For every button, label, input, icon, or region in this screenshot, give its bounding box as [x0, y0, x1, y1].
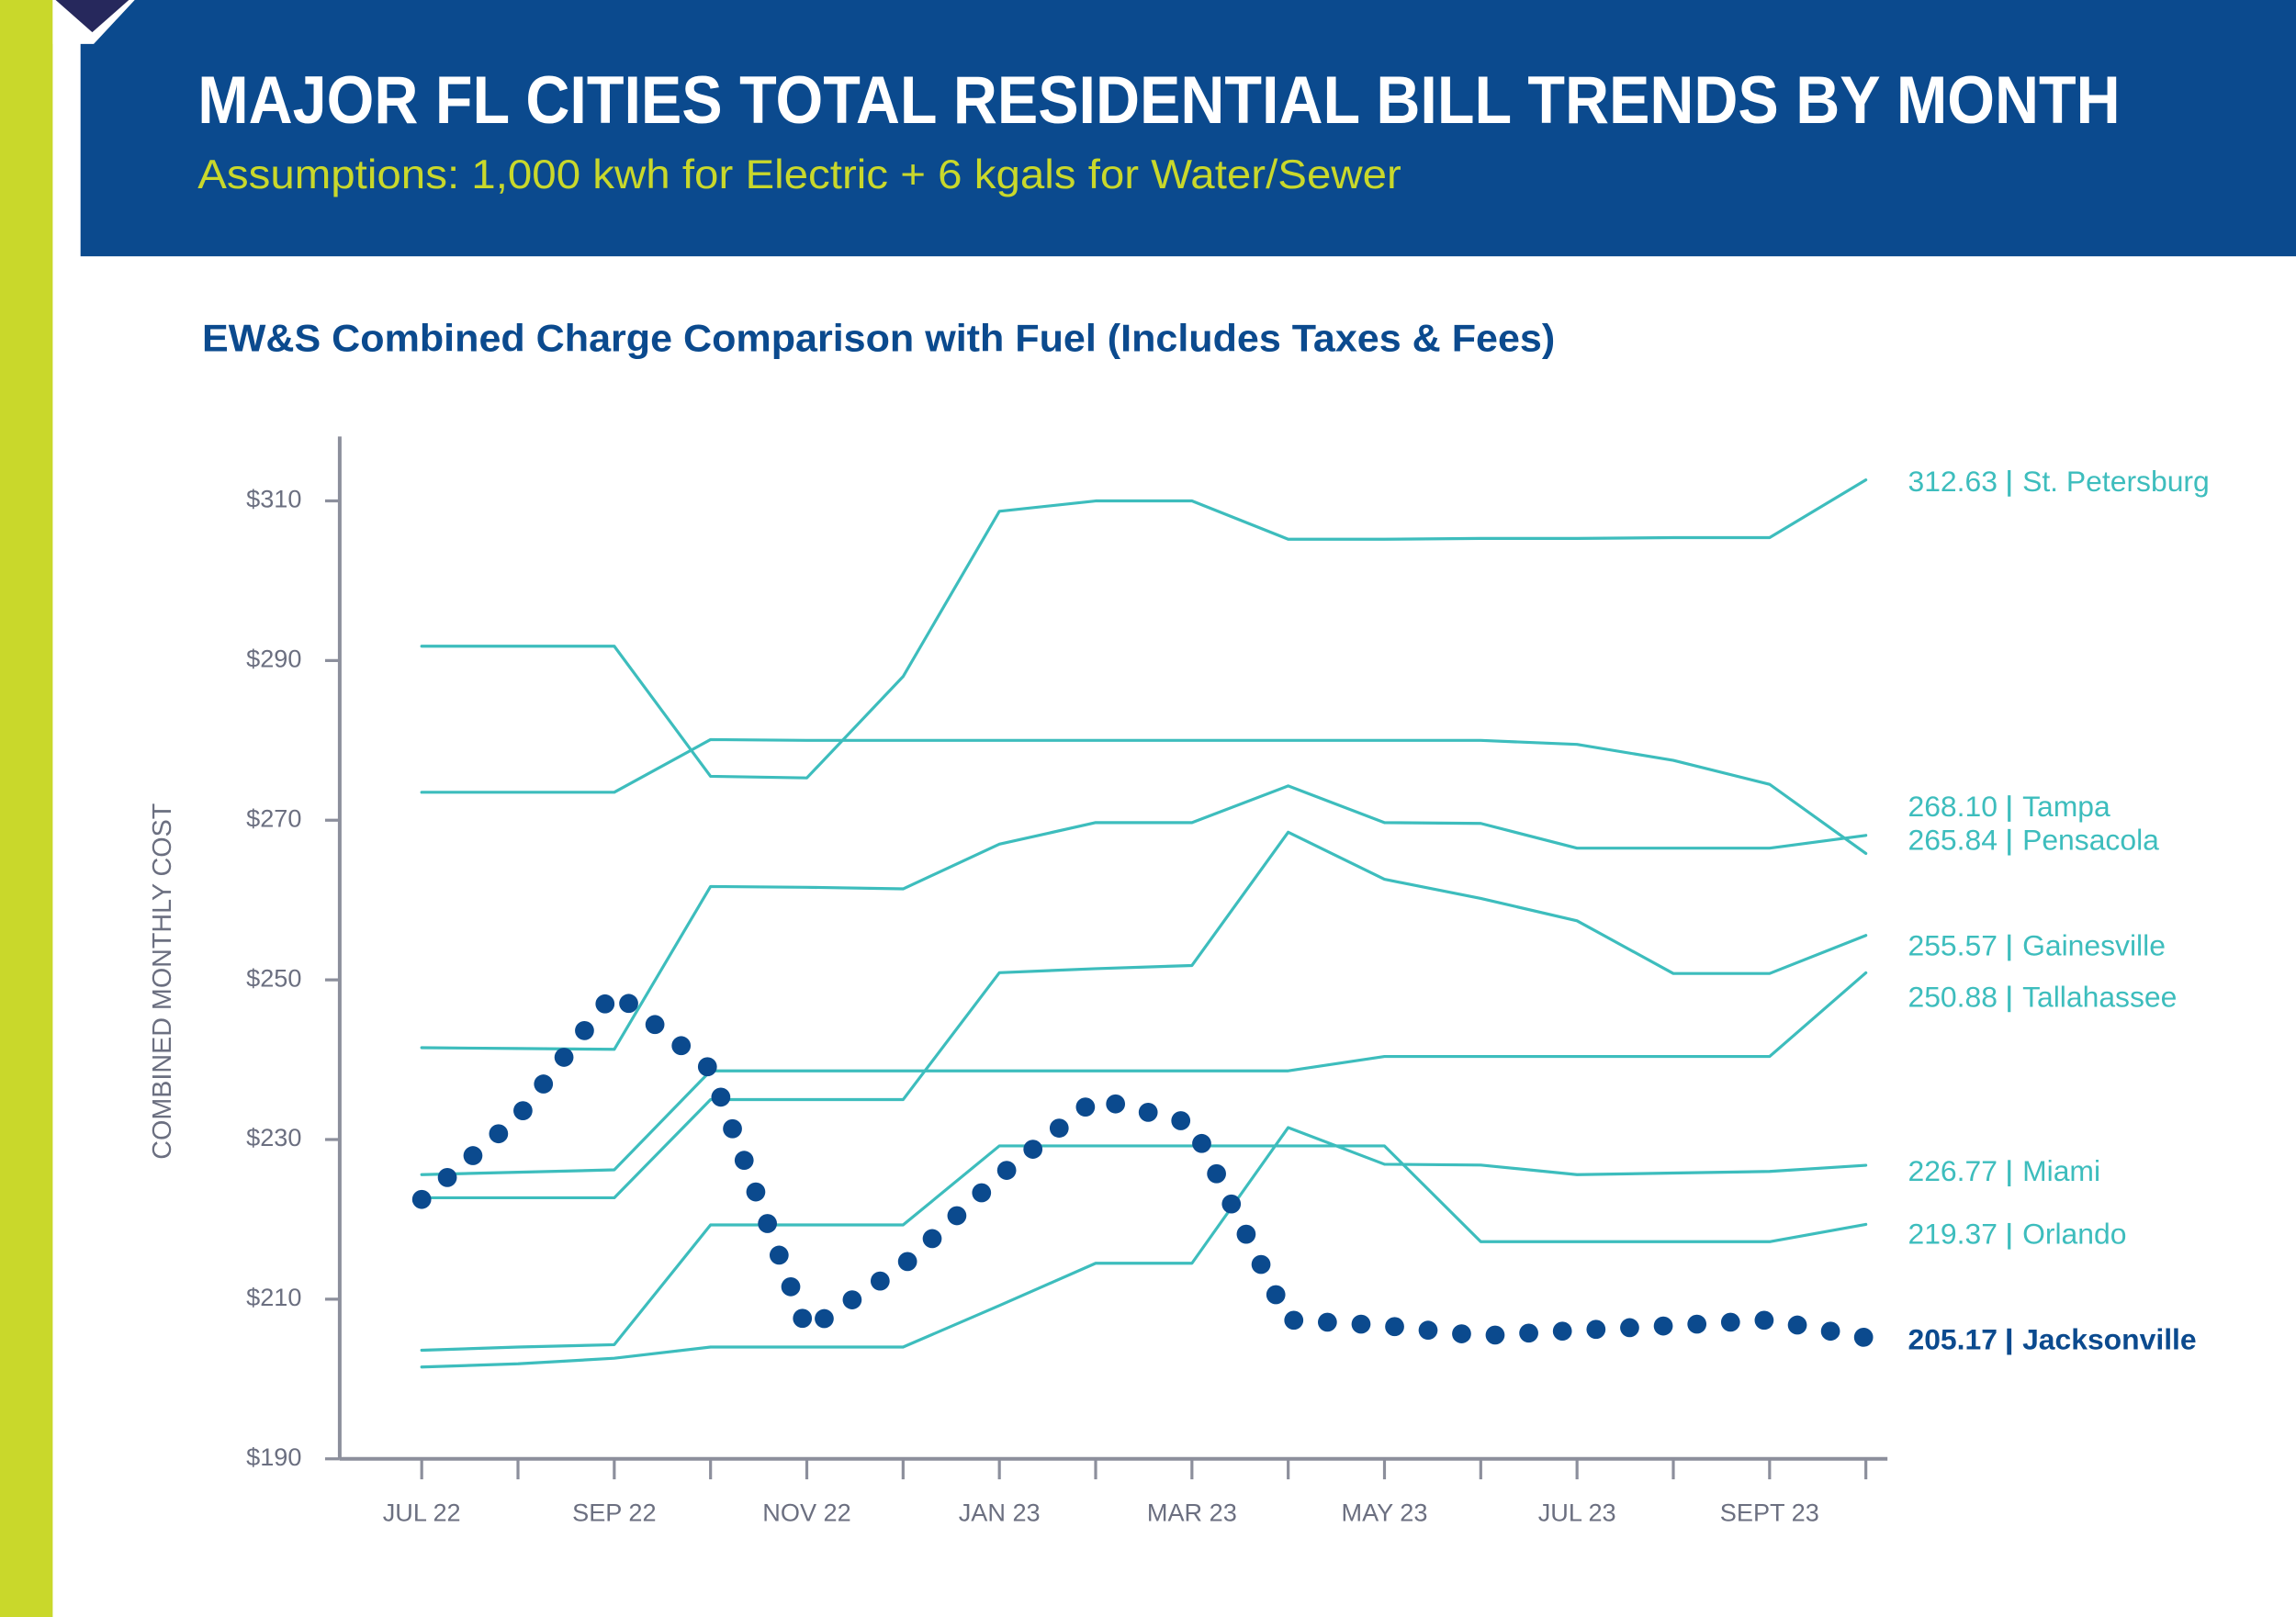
x-tick-label: SEPT 23 [1720, 1498, 1819, 1526]
x-tick-label: MAR 23 [1147, 1498, 1237, 1526]
x-tick-label: JAN 23 [959, 1498, 1041, 1526]
series-name: Tallahassee [2022, 980, 2177, 1013]
x-tick-label: JUL 23 [1538, 1498, 1616, 1526]
series-name: Orlando [2022, 1218, 2126, 1251]
y-tick-label: $250 [246, 963, 301, 992]
y-tick-label: $190 [246, 1443, 301, 1471]
y-axis-label: COMBINED MONTHLY COST [148, 803, 177, 1160]
series-name: St. Petersburg [2022, 465, 2210, 498]
chart-title: EW&S Combined Charge Comparison with Fue… [202, 317, 1555, 360]
x-tick-label: NOV 22 [762, 1498, 850, 1526]
end-value-label: 219.37 [1908, 1218, 1997, 1251]
series-line [420, 478, 1868, 780]
series-name: Gainesville [2022, 928, 2166, 961]
y-tick-label: $290 [246, 645, 301, 673]
end-value-label: 250.88 [1908, 980, 1997, 1013]
corner-chevron [55, 0, 129, 33]
page-title: MAJOR FL CITIES TOTAL RESIDENTIAL BILL T… [197, 62, 2120, 138]
x-tick-label: JUL 22 [383, 1498, 461, 1526]
series-line [420, 737, 1868, 856]
series-name: Miami [2022, 1154, 2100, 1187]
series-name: Tampa [2022, 790, 2110, 823]
series-line [411, 982, 1876, 1348]
series-line [420, 1144, 1868, 1353]
end-value-label: 268.10 [1908, 790, 1997, 823]
y-tick-label: $270 [246, 803, 301, 832]
series-line [420, 1126, 1868, 1369]
y-tick-label: $310 [246, 485, 301, 513]
series-name: Pensacola [2022, 824, 2159, 857]
end-value-label: 226.77 [1908, 1154, 1997, 1187]
side-bar [0, 0, 53, 1617]
series-name: Jacksonville [2022, 1323, 2197, 1356]
series-line [420, 830, 1868, 1200]
series-line [420, 784, 1868, 1051]
y-tick-label: $230 [246, 1123, 301, 1151]
header-band [80, 0, 2296, 257]
page-subtitle: Assumptions: 1,000 kwh for Electric + 6 … [197, 152, 1401, 197]
x-tick-label: MAY 23 [1342, 1498, 1428, 1526]
end-value-label: 205.17 [1908, 1323, 1997, 1356]
end-value-label: 312.63 [1908, 465, 1997, 498]
end-value-label: 255.57 [1908, 928, 1997, 961]
end-value-label: 265.84 [1908, 824, 1997, 857]
series-line [420, 971, 1868, 1176]
y-tick-label: $210 [246, 1283, 301, 1311]
x-tick-label: SEP 22 [572, 1498, 656, 1526]
